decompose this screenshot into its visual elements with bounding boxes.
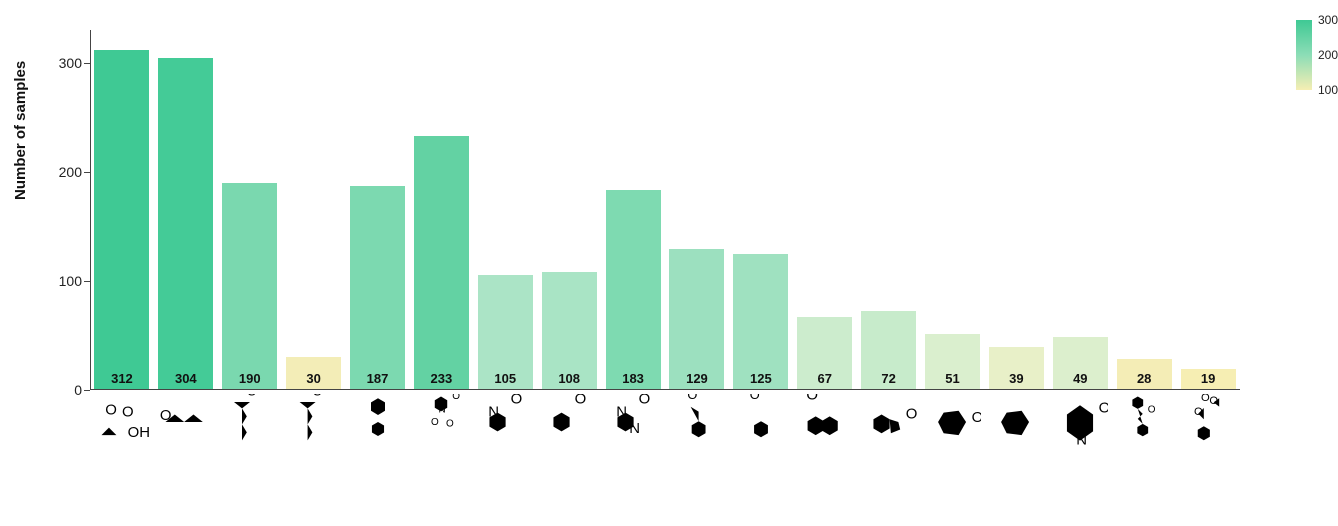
bar-slot: 190 (218, 30, 282, 390)
bar-slot: 30 (282, 30, 346, 390)
bar-slot: 19 (1176, 30, 1240, 390)
mol-camphor-b (984, 394, 1048, 514)
y-tick-label: 0 (74, 382, 82, 398)
bar-value-label: 19 (1201, 371, 1215, 386)
bar-value-label: 51 (945, 371, 959, 386)
bar-value-label: 105 (494, 371, 516, 386)
color-legend: 100200300 (1296, 20, 1318, 90)
bar-slot: 51 (921, 30, 985, 390)
bar: 108 (542, 272, 597, 390)
y-axis-label: Number of samples (12, 61, 29, 200)
mol-acetonaphthone (793, 394, 857, 514)
bar-slot: 304 (154, 30, 218, 390)
mol-phenyl-ester (1176, 394, 1240, 514)
bar: 105 (478, 275, 533, 390)
bar-value-label: 304 (175, 371, 197, 386)
bars-group: 312 304 190 30 187 233 105 108 183 129 125 67 72 51 39… (90, 30, 1240, 390)
bar: 67 (797, 317, 852, 390)
bar-slot: 105 (473, 30, 537, 390)
bar: 28 (1117, 359, 1172, 390)
bar-value-label: 108 (558, 371, 580, 386)
mol-camphor-a (921, 394, 985, 514)
mol-phenyl-propanone (665, 394, 729, 514)
y-tick-label: 100 (59, 273, 82, 289)
bar: 51 (925, 334, 980, 390)
bar-slot: 183 (601, 30, 665, 390)
bar-slot: 125 (729, 30, 793, 390)
mol-phenyl-butenone (729, 394, 793, 514)
mol-pyruvic-acid (90, 394, 154, 514)
bar: 183 (606, 190, 661, 390)
bar-slot: 108 (537, 30, 601, 390)
mol-acetylpyrazine (601, 394, 665, 514)
bar-value-label: 39 (1009, 371, 1023, 386)
bar-value-label: 67 (818, 371, 832, 386)
x-axis-icons (90, 394, 1240, 514)
bar-value-label: 49 (1073, 371, 1087, 386)
bar-value-label: 183 (622, 371, 644, 386)
bar-slot: 312 (90, 30, 154, 390)
legend-tick-label: 200 (1318, 48, 1338, 62)
bar-value-label: 233 (431, 371, 453, 386)
mol-boc-piperidinone (409, 394, 473, 514)
bar: 49 (1053, 337, 1108, 390)
mol-enone-chain (218, 394, 282, 514)
y-tick-label: 300 (59, 55, 82, 71)
bar-slot: 67 (793, 30, 857, 390)
bar-slot: 49 (1048, 30, 1112, 390)
bar: 72 (861, 311, 916, 390)
bar-slot: 28 (1112, 30, 1176, 390)
bar: 190 (222, 183, 277, 390)
bar-slot: 72 (857, 30, 921, 390)
mol-indanone (857, 394, 921, 514)
bar: 19 (1181, 369, 1236, 390)
bar-slot: 129 (665, 30, 729, 390)
bar-slot: 39 (984, 30, 1048, 390)
legend-tick-label: 100 (1318, 83, 1338, 97)
mol-acetophenone (537, 394, 601, 514)
mol-aldehyde-chain (154, 394, 218, 514)
bar: 312 (94, 50, 149, 390)
mol-quinuclidinone (1048, 394, 1112, 514)
mol-acetylpyridine (473, 394, 537, 514)
legend-gradient (1296, 20, 1312, 90)
mol-ketone-chain (282, 394, 346, 514)
plot-area: 312 304 190 30 187 233 105 108 183 129 125 67 72 51 39… (90, 30, 1240, 390)
bar: 187 (350, 186, 405, 390)
legend-tick-label: 300 (1318, 13, 1338, 27)
bar: 39 (989, 347, 1044, 390)
bar-value-label: 187 (367, 371, 389, 386)
bar-value-label: 125 (750, 371, 772, 386)
bar-value-label: 72 (881, 371, 895, 386)
bar-value-label: 190 (239, 371, 261, 386)
bar-value-label: 312 (111, 371, 133, 386)
bar-slot: 187 (346, 30, 410, 390)
y-tick-label: 200 (59, 164, 82, 180)
bar-value-label: 30 (306, 371, 320, 386)
chart-container: Number of samples 3123041903018723310510… (0, 0, 1338, 526)
bar: 125 (733, 254, 788, 390)
bar-value-label: 28 (1137, 371, 1151, 386)
bar: 233 (414, 136, 469, 390)
mol-phenyl-cyclohexanone (346, 394, 410, 514)
bar-slot: 233 (409, 30, 473, 390)
bar-value-label: 129 (686, 371, 708, 386)
mol-diphenyl-propanone (1112, 394, 1176, 514)
bar: 30 (286, 357, 341, 390)
bar: 129 (669, 249, 724, 390)
bar: 304 (158, 58, 213, 390)
